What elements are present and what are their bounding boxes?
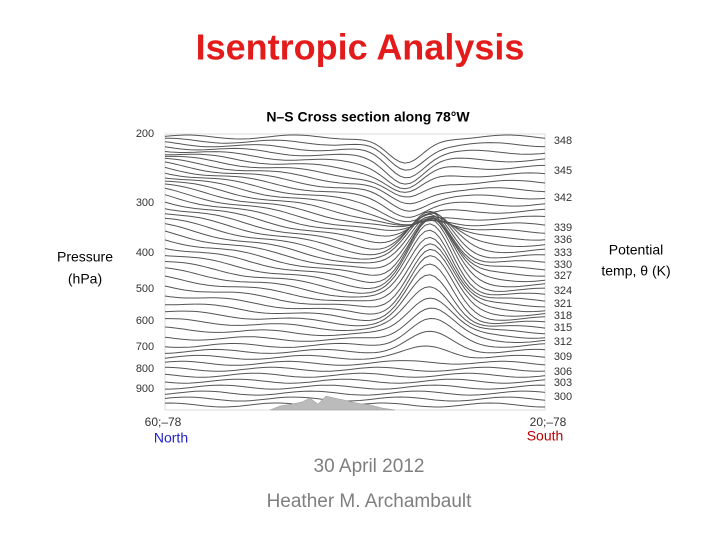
contour-line — [164, 172, 546, 223]
theta-label: 333 — [554, 247, 572, 259]
contour-line — [164, 223, 546, 296]
contour-line — [164, 217, 546, 288]
direction-label: North — [154, 430, 188, 446]
contour-line — [164, 317, 546, 348]
contour-line — [165, 286, 546, 335]
contour-line — [164, 217, 546, 283]
contour-line — [164, 236, 546, 308]
contour-line — [164, 345, 546, 360]
contour-line — [164, 151, 546, 190]
theta-label: 345 — [554, 165, 572, 177]
pressure-label: 300 — [136, 197, 154, 209]
theta-label: 321 — [554, 298, 572, 310]
theta-label: 327 — [554, 270, 572, 282]
theta-label: 318 — [554, 310, 572, 322]
contour-line — [164, 378, 546, 384]
contour-line — [164, 146, 546, 185]
theta-label: 300 — [554, 391, 572, 403]
contour-line — [164, 194, 546, 248]
contour-line — [164, 372, 546, 378]
contour-line — [165, 155, 546, 198]
contour-line — [164, 263, 546, 325]
pressure-label: 700 — [136, 341, 154, 353]
contour-line — [164, 177, 546, 226]
contour-line — [164, 243, 546, 313]
contour-line — [164, 297, 546, 339]
corner-label: 60;–78 — [145, 415, 182, 429]
axis-label: (hPa) — [68, 271, 102, 287]
theta-label: 336 — [554, 234, 572, 246]
theta-label: 339 — [554, 222, 572, 234]
theta-label: 312 — [554, 336, 572, 348]
contour-line — [164, 161, 546, 212]
contour-line — [164, 366, 546, 372]
theta-label: 324 — [554, 285, 572, 297]
contour-line — [164, 201, 546, 254]
pressure-label: 200 — [136, 128, 154, 140]
contour-line — [164, 255, 546, 321]
date: 30 April 2012 — [314, 456, 425, 477]
contour-line — [164, 134, 546, 164]
contour-line — [164, 213, 546, 271]
contour-line — [164, 141, 546, 179]
pressure-label: 800 — [136, 363, 154, 375]
contour-line — [164, 211, 546, 263]
contour-line — [165, 137, 545, 171]
contour-line — [164, 157, 546, 205]
contour-line — [164, 208, 546, 259]
pressure-label: 900 — [136, 383, 154, 395]
axis-label: Pressure — [57, 249, 113, 265]
contour-line — [164, 396, 546, 402]
theta-label: 306 — [554, 366, 572, 378]
contour-line — [164, 219, 546, 292]
theta-label: 342 — [554, 192, 572, 204]
pressure-label: 600 — [136, 315, 154, 327]
theta-label: 309 — [554, 351, 572, 363]
contour-line — [164, 183, 546, 234]
axis-label: temp, θ (K) — [601, 263, 670, 279]
contour-line — [164, 360, 546, 366]
theta-label: 348 — [554, 135, 572, 147]
contour-line — [164, 274, 546, 329]
contour-line — [164, 330, 546, 354]
contour-lines — [164, 134, 546, 408]
contour-line — [164, 390, 546, 396]
theta-label: 330 — [554, 259, 572, 271]
corner-label: 20;–78 — [530, 415, 567, 429]
contour-line — [164, 187, 546, 241]
contour-line — [164, 180, 546, 227]
contour-line — [165, 384, 546, 390]
contour-line — [164, 307, 546, 343]
figure-title: N–S Cross section along 78°W — [266, 109, 470, 125]
contour-line — [164, 248, 546, 317]
theta-label: 315 — [554, 322, 572, 334]
terrain — [269, 395, 396, 411]
direction-label: South — [527, 428, 564, 444]
contour-line — [164, 229, 546, 302]
axis-label: Potential — [609, 242, 663, 258]
author: Heather M. Archambault — [267, 491, 473, 512]
slide-title: Isentropic Analysis — [196, 27, 525, 68]
contour-line — [164, 166, 546, 218]
pressure-label: 400 — [136, 247, 154, 259]
theta-label: 303 — [554, 377, 572, 389]
contour-line — [164, 215, 545, 277]
pressure-label: 500 — [136, 283, 154, 295]
contour-line — [165, 153, 546, 193]
